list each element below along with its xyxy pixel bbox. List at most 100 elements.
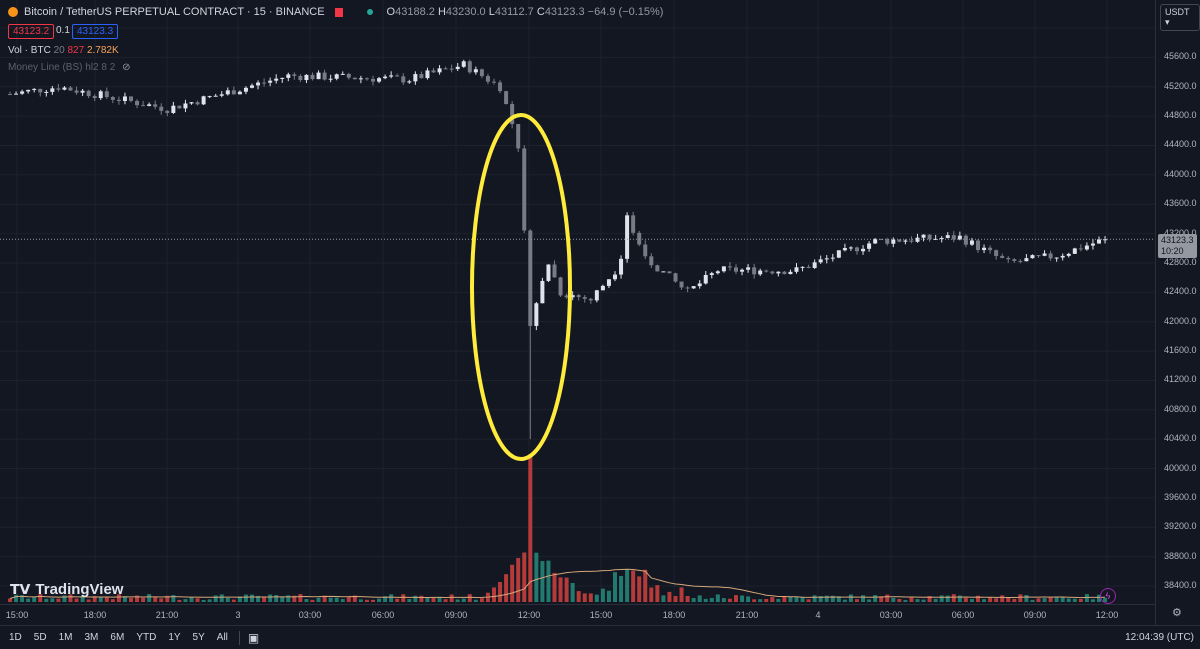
candle-body	[1072, 248, 1077, 254]
candle-body	[231, 90, 236, 95]
candle-body	[316, 72, 321, 80]
volume-bar	[256, 595, 261, 602]
buy-button[interactable]: 43123.3	[72, 24, 119, 39]
volume-bar	[346, 596, 351, 602]
red-flag-icon[interactable]	[334, 7, 343, 17]
range-5d[interactable]: 5D	[33, 632, 47, 643]
symbol-title[interactable]: Bitcoin / TetherUS PERPETUAL CONTRACT · …	[24, 6, 325, 18]
volume-bar	[927, 596, 932, 602]
candle-body	[92, 96, 97, 99]
volume-bar	[425, 597, 430, 602]
price-chart[interactable]	[0, 0, 1155, 604]
volume-ma-line	[9, 568, 1106, 600]
volume-legend[interactable]: Vol · BTC 20 827 2.782K	[8, 45, 119, 56]
volume-bar	[437, 596, 442, 602]
currency-selector[interactable]: USDT ▾	[1160, 4, 1200, 31]
volume-bar	[153, 597, 158, 602]
volume-bar	[56, 598, 61, 602]
volume-bar	[183, 599, 188, 602]
candle-body	[1066, 253, 1071, 256]
candle-body	[582, 297, 587, 299]
candle-body	[50, 88, 55, 92]
volume-bar	[419, 595, 424, 602]
volume-bar	[697, 595, 702, 602]
candle-body	[274, 78, 279, 81]
volume-bar	[141, 597, 146, 602]
candle-body	[485, 76, 490, 82]
candle-body	[129, 96, 133, 101]
volume-bar	[250, 594, 254, 602]
volume-bar	[721, 598, 726, 602]
volume-bar	[74, 598, 79, 602]
volume-bar	[1036, 598, 1041, 602]
candle-body	[298, 75, 303, 81]
range-1d[interactable]: 1D	[9, 632, 22, 643]
candle-body	[697, 283, 702, 287]
candle-body	[951, 235, 956, 240]
range-5y[interactable]: 5Y	[192, 632, 205, 643]
range-all[interactable]: All	[216, 632, 228, 643]
volume-bar	[861, 595, 866, 602]
indicator-legend[interactable]: Money Line (BS) hl2 8 2 ⊘	[8, 62, 131, 73]
candle-body	[467, 61, 472, 73]
volume-bar	[540, 561, 545, 602]
candle-body	[703, 274, 708, 284]
range-6m[interactable]: 6M	[110, 632, 125, 643]
volume-bar	[407, 599, 412, 602]
time-axis[interactable]: 15:00 18:00 21:00 3 03:00 06:00 09:00 12:00 15:0…	[0, 604, 1155, 625]
candle-body	[147, 104, 152, 106]
volume-bar	[177, 599, 182, 602]
volume-bar	[691, 598, 696, 602]
range-1y[interactable]: 1Y	[168, 632, 181, 643]
candle-body	[98, 91, 103, 99]
volume-bar	[286, 595, 291, 602]
candle-body	[8, 94, 12, 96]
candle-body	[600, 285, 605, 291]
candle-body	[788, 271, 793, 275]
volume-bar	[885, 594, 890, 602]
volume-bar	[225, 597, 230, 602]
price-tick: 44000.0	[1164, 168, 1197, 179]
calendar-icon[interactable]: ▣	[247, 630, 260, 645]
volume-bar	[637, 576, 642, 602]
candle-body	[207, 96, 212, 98]
time-tick: 3	[235, 610, 241, 620]
candle-body	[867, 243, 872, 249]
alert-icon[interactable]: ϟ	[1100, 588, 1116, 604]
volume-bar	[830, 595, 835, 602]
candle-body	[691, 286, 696, 289]
candle-body	[364, 78, 369, 80]
volume-bar	[679, 587, 684, 602]
volume-bar	[304, 598, 309, 602]
volume-bar	[165, 595, 170, 602]
candle-body	[219, 94, 224, 96]
volume-bar	[371, 599, 375, 602]
candle-body	[1042, 253, 1047, 256]
candle-body	[110, 97, 115, 100]
volume-bar	[818, 596, 823, 602]
volume-bar	[1060, 596, 1065, 602]
candle-body	[570, 295, 575, 298]
volume-bar	[897, 598, 902, 602]
candle-body	[80, 90, 85, 93]
clock[interactable]: 12:04:39 (UTC)	[1125, 632, 1194, 643]
range-3m[interactable]: 3M	[84, 632, 99, 643]
candle-body	[104, 91, 109, 98]
highlight-ellipse	[470, 113, 572, 461]
candle-body	[945, 235, 950, 238]
candle-body	[68, 87, 73, 91]
range-ytd[interactable]: YTD	[136, 632, 157, 643]
price-axis[interactable]: 46000.045600.045200.044800.044400.044000…	[1155, 0, 1200, 625]
volume-bar	[20, 595, 25, 602]
volume-bar	[982, 599, 987, 602]
candle-body	[631, 215, 636, 233]
volume-bar	[758, 599, 763, 602]
time-tick: 18:00	[83, 610, 107, 620]
eye-off-icon[interactable]: ⊘	[122, 62, 131, 73]
volume-bar	[8, 598, 12, 602]
settings-icon[interactable]: ⚙	[1172, 607, 1182, 619]
range-1m[interactable]: 1M	[58, 632, 73, 643]
volume-bar	[800, 596, 805, 602]
volume-bar	[62, 595, 67, 602]
sell-button[interactable]: 43123.2	[8, 24, 55, 39]
